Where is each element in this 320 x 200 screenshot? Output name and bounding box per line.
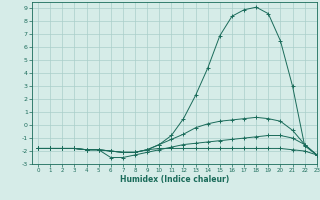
X-axis label: Humidex (Indice chaleur): Humidex (Indice chaleur) bbox=[120, 175, 229, 184]
